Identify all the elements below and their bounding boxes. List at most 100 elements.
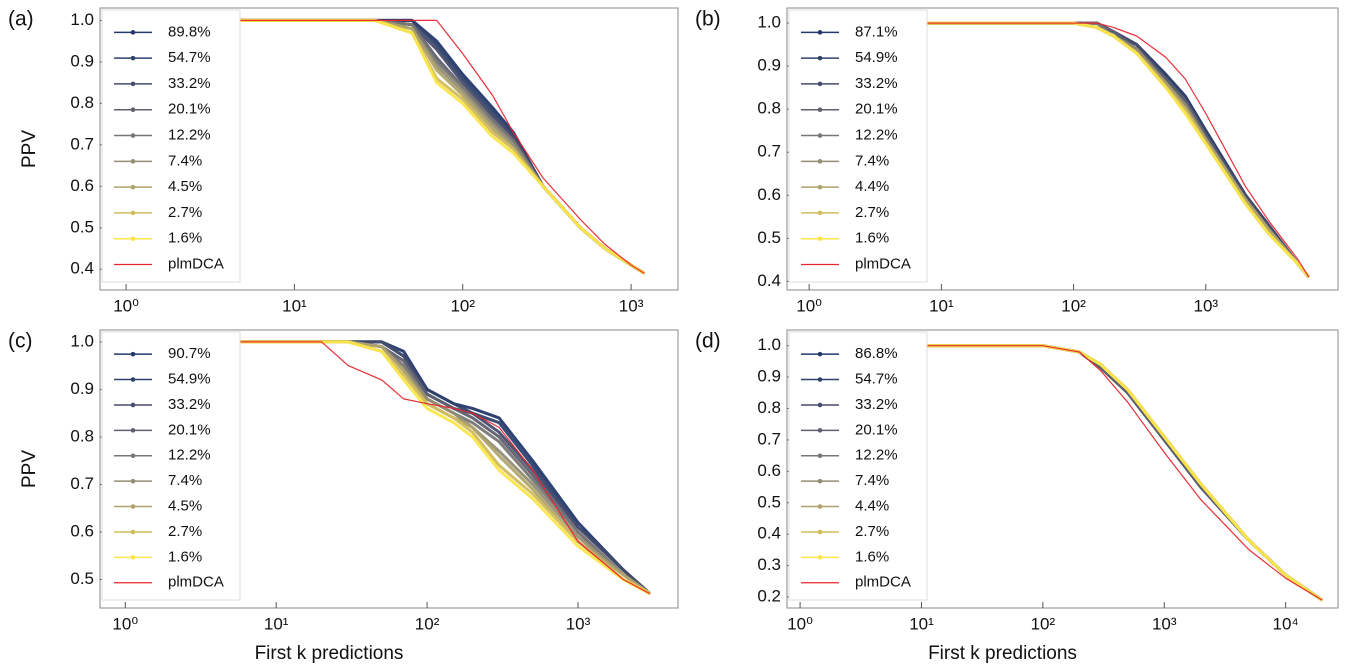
panel-label: (d): [695, 330, 721, 353]
legend-label: 54.7%: [855, 371, 898, 388]
legend-marker: [817, 210, 823, 216]
x-tick-label: 10⁰: [113, 296, 139, 315]
y-tick-label: 0.4: [757, 524, 781, 543]
legend-label: 4.5%: [168, 178, 202, 195]
x-tick-label: 10³: [566, 614, 591, 633]
legend-label: plmDCA: [855, 255, 911, 272]
legend-label: 89.8%: [168, 23, 211, 40]
y-tick-label: 0.6: [757, 185, 781, 204]
legend-label: 2.7%: [855, 204, 889, 221]
legend-marker: [130, 184, 136, 190]
y-tick-label: 0.7: [757, 429, 781, 448]
y-tick-label: 0.8: [70, 93, 94, 112]
y-tick-label: 0.9: [757, 56, 781, 75]
legend-label: 33.2%: [168, 396, 211, 413]
legend-marker: [817, 478, 823, 484]
legend-marker: [130, 55, 136, 61]
y-tick-label: 0.5: [70, 217, 94, 236]
legend-label: plmDCA: [168, 574, 224, 591]
legend-label: 54.7%: [168, 49, 211, 66]
legend-marker: [817, 351, 823, 357]
y-tick-label: 0.5: [757, 492, 781, 511]
legend-marker: [130, 107, 136, 113]
legend-label: 7.4%: [168, 152, 202, 169]
y-tick-label: 0.7: [757, 142, 781, 161]
y-tick-label: 1.0: [757, 335, 781, 354]
legend-label: 86.8%: [855, 345, 898, 362]
legend-marker: [130, 478, 136, 484]
legend-marker: [130, 236, 136, 242]
legend-marker: [817, 555, 823, 560]
y-tick-label: 0.7: [70, 474, 94, 493]
x-tick-label: 10³: [1193, 296, 1218, 315]
x-tick-label: 10⁰: [112, 614, 138, 633]
legend-label: 20.1%: [855, 421, 898, 438]
y-axis-label: PPV: [19, 450, 40, 488]
legend-label: 4.4%: [855, 498, 889, 515]
y-tick-label: 0.6: [70, 176, 94, 195]
y-axis-label: PPV: [19, 130, 40, 168]
y-tick-label: 1.0: [70, 10, 94, 29]
y-tick-label: 0.9: [70, 379, 94, 398]
legend-marker: [817, 81, 823, 87]
legend-label: 7.4%: [855, 152, 889, 169]
y-tick-label: 0.8: [70, 426, 94, 445]
y-tick-label: 0.7: [70, 134, 94, 153]
legend-marker: [817, 529, 823, 535]
panel-label: (a): [8, 8, 34, 31]
legend-label: 7.4%: [168, 472, 202, 489]
y-tick-label: 1.0: [70, 331, 94, 350]
legend-label: 90.7%: [168, 345, 211, 362]
legend-label: 87.1%: [855, 23, 898, 40]
legend-box: [101, 331, 241, 601]
y-tick-label: 0.4: [757, 271, 781, 290]
legend-label: 20.1%: [168, 421, 211, 438]
legend-label: plmDCA: [168, 255, 224, 272]
y-tick-label: 0.4: [70, 259, 94, 278]
legend-label: 1.6%: [168, 230, 202, 247]
legend-marker: [130, 504, 136, 509]
legend-label: 1.6%: [855, 548, 889, 565]
legend-label: 2.7%: [168, 523, 202, 540]
x-tick-label: 10⁴: [1273, 614, 1299, 633]
y-tick-label: 0.8: [757, 99, 781, 118]
x-tick-label: 10²: [450, 296, 475, 315]
legend-marker: [130, 210, 136, 216]
x-tick-label: 10³: [619, 296, 644, 315]
legend-label: 2.7%: [168, 204, 202, 221]
y-tick-label: 0.9: [70, 51, 94, 70]
series-line: [125, 341, 651, 595]
series-line: [809, 22, 1310, 278]
legend-label: 1.6%: [168, 548, 202, 565]
legend-label: 20.1%: [168, 101, 211, 118]
x-tick-label: 10¹: [282, 296, 307, 315]
legend-label: 12.2%: [168, 126, 211, 143]
legend-label: plmDCA: [855, 574, 911, 591]
panel-label: (b): [695, 8, 721, 31]
y-tick-label: 1.0: [757, 13, 781, 32]
legend-marker: [817, 453, 823, 459]
x-tick-label: 10¹: [909, 614, 934, 633]
legend-label: 2.7%: [855, 523, 889, 540]
legend-marker: [817, 428, 823, 433]
x-tick-label: 10³: [1152, 614, 1177, 633]
legend-marker: [130, 81, 136, 87]
legend-box: [788, 9, 928, 283]
series-line: [800, 345, 1323, 601]
legend-label: 12.2%: [168, 447, 211, 464]
legend-marker: [130, 453, 136, 459]
legend-label: 1.6%: [855, 230, 889, 247]
legend-box: [101, 9, 241, 283]
x-tick-label: 10¹: [929, 296, 954, 315]
legend-marker: [130, 159, 136, 164]
legend-marker: [130, 377, 136, 382]
series-line: [126, 19, 645, 274]
y-tick-label: 0.8: [757, 398, 781, 417]
x-axis-label: First k predictions: [928, 643, 1077, 664]
x-tick-label: 10²: [415, 614, 440, 633]
legend-label: 20.1%: [855, 101, 898, 118]
y-tick-label: 0.9: [757, 367, 781, 386]
y-tick-label: 0.3: [757, 555, 781, 574]
y-tick-label: 0.2: [757, 586, 781, 605]
